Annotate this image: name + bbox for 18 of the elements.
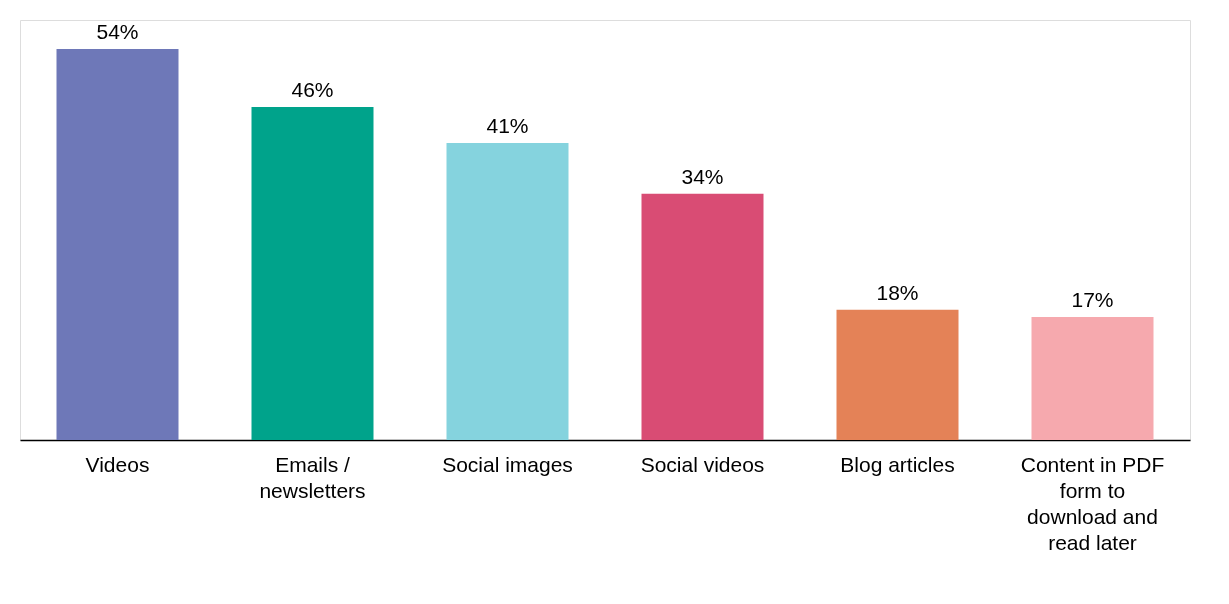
bar: [251, 106, 374, 440]
x-tick-label: Content in PDF form to download and read later: [1020, 452, 1165, 554]
data-label: 17%: [1071, 287, 1114, 311]
bar: [56, 48, 179, 440]
x-tick-label: Videos: [85, 452, 150, 476]
data-label: 34%: [681, 164, 724, 188]
bar: [836, 309, 959, 440]
data-label: 41%: [486, 114, 529, 138]
data-label: 46%: [291, 77, 334, 101]
data-label: 18%: [876, 280, 919, 304]
x-tick-label: Social images: [442, 452, 573, 476]
x-tick-label: Emails / newsletters: [259, 452, 366, 502]
x-tick-label: Blog articles: [840, 452, 955, 476]
bar: [641, 193, 764, 440]
bar: [1031, 316, 1154, 440]
data-label: 54%: [96, 19, 139, 43]
bar: [446, 143, 569, 440]
x-tick-label: Social videos: [640, 452, 765, 476]
